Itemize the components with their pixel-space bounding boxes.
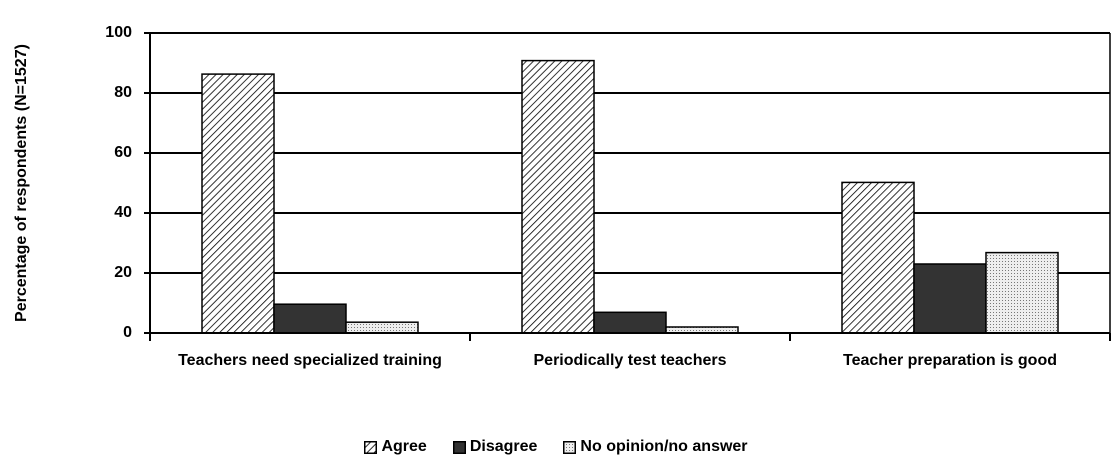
legend-swatch-box [563, 440, 577, 454]
legend-label: Agree [381, 438, 427, 455]
legend-swatch-box [452, 440, 466, 454]
bar [201, 73, 275, 334]
legend-swatch-box [364, 440, 378, 454]
y-axis-title: Percentage of respondents (N=1527) [13, 44, 30, 322]
legend-item: No opinion/no answer [563, 438, 748, 456]
y-tick-label: 40 [114, 204, 132, 221]
legend-swatch [364, 440, 378, 454]
x-tick-label: Teacher preparation is good [843, 352, 1057, 369]
legend-label: No opinion/no answer [580, 438, 748, 455]
legend-label: Disagree [469, 438, 538, 455]
bar [521, 59, 595, 334]
y-tick-label: 0 [123, 324, 132, 341]
x-tick-label: Periodically test teachers [533, 352, 727, 369]
legend-item: Agree [364, 438, 427, 456]
legend-swatch [563, 440, 577, 454]
bar [913, 263, 987, 334]
y-tick-label: 80 [114, 84, 132, 101]
y-tick-label: 100 [105, 24, 132, 41]
x-tick-label: Teachers need specialized training [178, 352, 442, 369]
legend-swatch [452, 440, 466, 454]
y-tick-label: 20 [114, 264, 132, 281]
bar [841, 181, 915, 334]
bar [985, 251, 1059, 334]
bar [345, 321, 419, 334]
bar [593, 311, 667, 334]
y-tick-label: 60 [114, 144, 132, 161]
legend-item: Disagree [452, 438, 538, 456]
bar [273, 303, 347, 334]
legend: Agree Disagree No opinion/no answer [0, 438, 1112, 456]
